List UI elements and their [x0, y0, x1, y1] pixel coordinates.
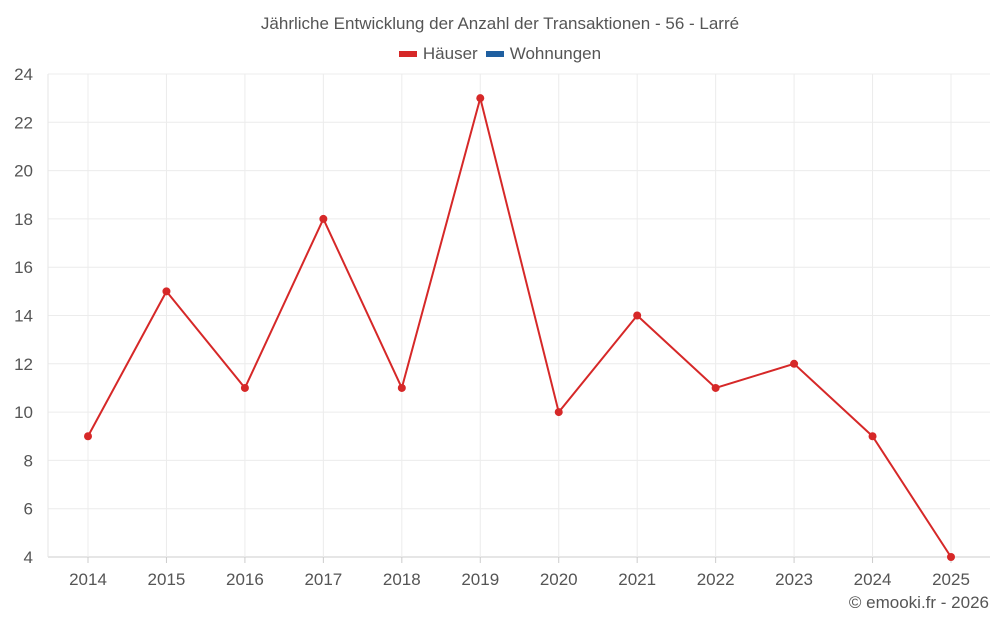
y-tick-label: 20: [14, 162, 33, 181]
y-tick-label: 18: [14, 210, 33, 229]
data-point: [476, 94, 485, 103]
legend-item-haeuser[interactable]: Häuser: [398, 44, 478, 64]
x-tick-label: 2019: [461, 570, 499, 589]
data-point: [84, 432, 92, 441]
credit-text: © emooki.fr - 2026: [848, 593, 989, 612]
x-tick-label: 2014: [69, 570, 107, 589]
y-tick-label: 14: [14, 307, 33, 326]
x-tick-label: 2018: [383, 570, 421, 589]
x-tick-label: 2025: [932, 570, 970, 589]
series-line-häuser: [87, 97, 952, 558]
x-tick-label: 2020: [540, 570, 578, 589]
y-tick-label: 22: [14, 113, 33, 132]
y-tick-label: 24: [14, 65, 33, 84]
legend-label-haeuser: Häuser: [422, 44, 478, 63]
legend-item-wohnungen[interactable]: Wohnungen: [485, 44, 602, 64]
data-point: [162, 287, 171, 296]
data-point: [947, 553, 955, 561]
legend-label-wohnungen: Wohnungen: [509, 44, 602, 63]
x-tick-label: 2021: [618, 570, 656, 589]
legend-swatch-wohnungen: [485, 51, 504, 57]
y-tick-label: 12: [14, 355, 33, 374]
x-tick-label: 2022: [697, 570, 735, 589]
y-tick-label: 6: [24, 500, 33, 519]
data-point: [633, 311, 642, 320]
y-tick-label: 8: [24, 451, 33, 470]
legend-swatch-haeuser: [398, 51, 417, 57]
y-tick-label: 4: [24, 548, 33, 567]
y-tick-label: 16: [14, 258, 33, 277]
data-point: [790, 359, 799, 368]
data-point: [319, 214, 328, 223]
data-point: [554, 408, 563, 417]
x-tick-label: 2024: [854, 570, 892, 589]
x-tick-label: 2017: [304, 570, 342, 589]
data-point: [711, 383, 720, 392]
x-tick-label: 2015: [148, 570, 186, 589]
data-point: [868, 432, 877, 441]
x-tick-label: 2023: [775, 570, 813, 589]
x-tick-label: 2016: [226, 570, 264, 589]
y-tick-label: 10: [14, 403, 33, 422]
data-point: [240, 383, 249, 392]
data-point: [397, 383, 406, 392]
legend: Häuser Wohnungen: [0, 44, 1000, 64]
chart-title: Jährliche Entwicklung der Anzahl der Tra…: [260, 14, 740, 33]
